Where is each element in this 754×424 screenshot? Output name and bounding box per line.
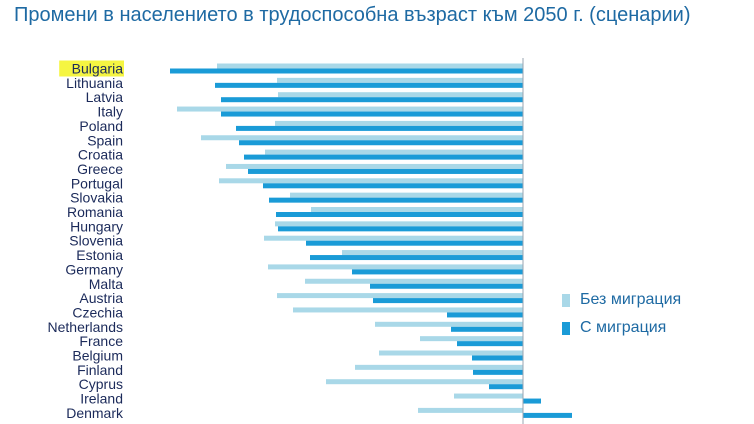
bar-with-migration-croatia xyxy=(244,154,523,160)
bar-with-migration-hungary xyxy=(278,226,523,232)
bar-no-migration-estonia xyxy=(342,250,523,256)
bar-no-migration-poland xyxy=(275,120,523,126)
bar-with-migration-poland xyxy=(236,125,523,131)
bar-no-migration-germany xyxy=(268,264,523,270)
category-label-spain: Spain xyxy=(87,132,123,148)
bar-no-migration-greece xyxy=(226,163,523,169)
bar-no-migration-ireland xyxy=(454,393,523,399)
category-label-estonia: Estonia xyxy=(76,247,123,263)
bar-no-migration-cyprus xyxy=(326,379,523,385)
category-label-slovakia: Slovakia xyxy=(70,190,123,206)
category-label-lithuania: Lithuania xyxy=(66,75,123,91)
category-label-slovenia: Slovenia xyxy=(69,233,123,249)
bar-with-migration-romania xyxy=(276,212,523,217)
bar-with-migration-slovenia xyxy=(306,240,523,246)
category-label-cyprus: Cyprus xyxy=(79,376,123,392)
bar-no-migration-bulgaria xyxy=(217,63,523,69)
highlight-bulgaria xyxy=(59,60,125,77)
bar-with-migration-france xyxy=(457,341,523,347)
category-label-germany: Germany xyxy=(65,261,123,277)
bar-no-migration-france xyxy=(420,336,523,342)
category-label-romania: Romania xyxy=(67,204,123,220)
category-label-greece: Greece xyxy=(77,161,123,177)
bar-with-migration-netherlands xyxy=(451,326,523,332)
category-labels: BulgariaLithuaniaLatviaItalyPolandSpainC… xyxy=(48,61,124,421)
bar-with-migration-ireland xyxy=(523,398,541,404)
bar-no-migration-croatia xyxy=(265,149,523,155)
legend-label-no-migration: Без миграция xyxy=(580,291,682,308)
category-label-hungary: Hungary xyxy=(70,218,123,234)
bar-no-migration-spain xyxy=(201,135,523,141)
bar-with-migration-latvia xyxy=(221,97,523,103)
bar-no-migration-latvia xyxy=(278,92,523,98)
bar-with-migration-estonia xyxy=(310,255,523,261)
bar-no-migration-austria xyxy=(277,293,523,299)
bar-no-migration-finland xyxy=(355,364,523,370)
category-label-denmark: Denmark xyxy=(66,405,124,421)
bar-no-migration-slovenia xyxy=(264,235,523,241)
bar-no-migration-hungary xyxy=(275,221,523,227)
bar-no-migration-malta xyxy=(305,278,523,284)
legend-item-no-migration: Без миграция xyxy=(562,286,681,314)
bar-no-migration-lithuania xyxy=(277,77,523,83)
category-label-france: France xyxy=(79,333,123,349)
category-label-bulgaria: Bulgaria xyxy=(72,61,124,77)
bar-with-migration-portugal xyxy=(263,183,523,189)
bar-with-migration-greece xyxy=(248,168,523,174)
legend-swatch-with-migration xyxy=(562,321,570,335)
category-label-latvia: Latvia xyxy=(86,89,124,105)
bar-no-migration-netherlands xyxy=(375,321,523,327)
category-label-finland: Finland xyxy=(77,362,123,378)
bar-with-migration-denmark xyxy=(523,412,572,418)
bar-no-migration-slovakia xyxy=(290,192,523,198)
bar-with-migration-finland xyxy=(473,369,523,375)
legend: Без миграция С миграция xyxy=(562,286,681,342)
category-label-poland: Poland xyxy=(79,118,123,134)
bar-with-migration-slovakia xyxy=(269,197,523,203)
category-label-austria: Austria xyxy=(79,290,123,306)
category-label-belgium: Belgium xyxy=(72,348,123,364)
bar-with-migration-malta xyxy=(370,283,523,289)
category-label-croatia: Croatia xyxy=(78,147,123,163)
category-label-italy: Italy xyxy=(97,104,123,120)
bar-no-migration-romania xyxy=(311,207,523,212)
bar-with-migration-lithuania xyxy=(215,82,523,88)
legend-swatch-no-migration xyxy=(562,293,570,307)
category-label-czechia: Czechia xyxy=(72,304,123,320)
bar-no-migration-portugal xyxy=(219,178,523,184)
category-label-ireland: Ireland xyxy=(80,391,123,407)
category-label-portugal: Portugal xyxy=(71,175,123,191)
bar-with-migration-czechia xyxy=(447,312,523,318)
bar-no-migration-belgium xyxy=(379,350,523,356)
bars-layer xyxy=(170,63,572,418)
bar-with-migration-italy xyxy=(221,111,523,117)
bar-with-migration-germany xyxy=(352,269,523,275)
bar-no-migration-czechia xyxy=(293,307,523,313)
bar-no-migration-italy xyxy=(177,106,523,112)
bar-with-migration-cyprus xyxy=(489,384,523,390)
bar-with-migration-belgium xyxy=(472,355,523,361)
category-label-malta: Malta xyxy=(89,276,123,292)
bar-no-migration-denmark xyxy=(418,407,523,413)
category-label-netherlands: Netherlands xyxy=(48,319,124,335)
legend-label-with-migration: С миграция xyxy=(580,319,667,336)
bar-with-migration-austria xyxy=(373,298,523,304)
bar-with-migration-bulgaria xyxy=(170,68,523,74)
highlight-layer xyxy=(59,60,125,77)
bar-with-migration-spain xyxy=(239,140,523,146)
legend-item-with-migration: С миграция xyxy=(562,314,681,342)
chart-title: Промени в населението в трудоспособна въ… xyxy=(14,4,691,26)
